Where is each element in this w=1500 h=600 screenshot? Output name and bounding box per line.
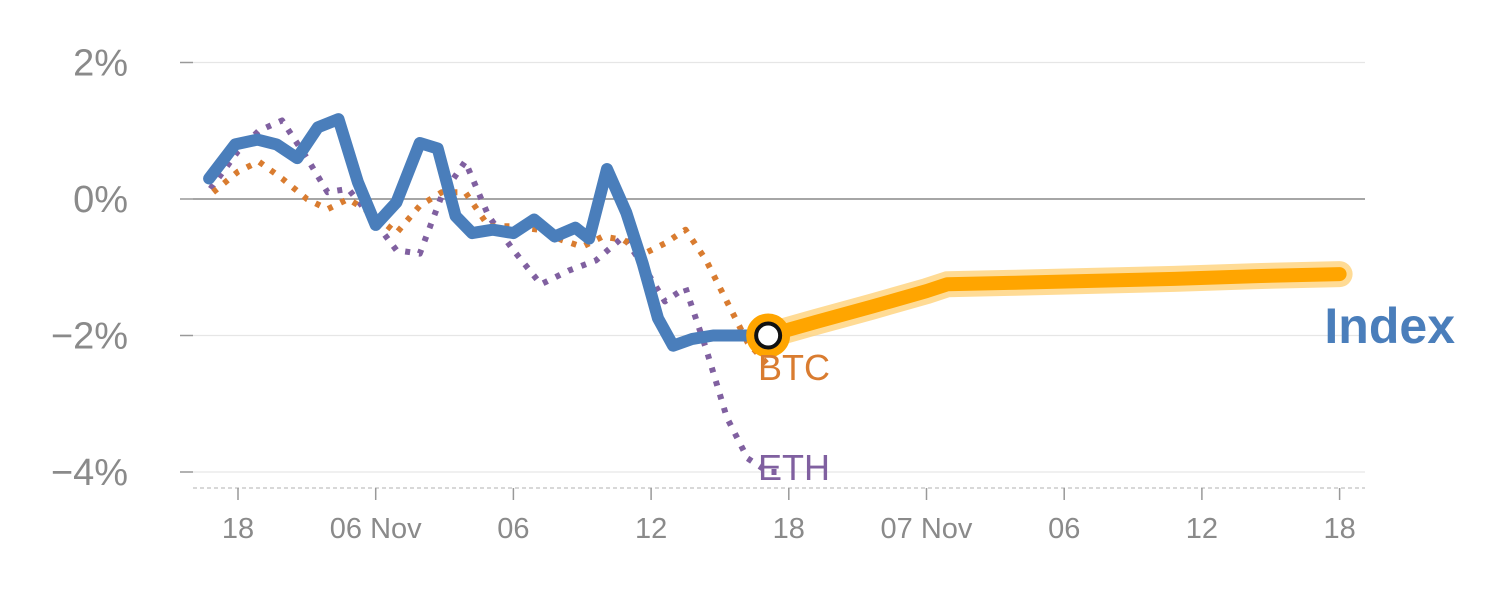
x-tick-label: 06 Nov [330,513,422,545]
series-lines [203,113,1353,475]
eth-line [208,117,782,475]
series-labels: BTC ETH Index [758,298,1455,488]
x-tick-label: 06 [497,513,529,545]
x-tick-label: 18 [1323,513,1355,545]
y-tick-label: 2% [73,43,128,85]
label-btc: BTC [758,347,830,388]
label-eth: ETH [758,447,830,488]
forecast-line [761,267,1347,343]
x-tick-label: 06 [1048,513,1080,545]
forecast-marker [746,313,791,358]
axes: 2% 0% −2% −4% 18 06 Nov 06 12 18 07 Nov 06 12 18 [51,43,1365,545]
marker-dot [754,321,783,350]
label-index: Index [1324,298,1455,354]
x-tick-label: 07 Nov [881,513,973,545]
y-tick-label: 0% [73,179,128,221]
index-line [203,113,770,352]
x-tick-label: 12 [635,513,667,545]
x-tick-label: 12 [1186,513,1218,545]
y-tick-label: −4% [51,452,128,494]
x-tick-label: 18 [773,513,805,545]
y-tick-label: −2% [51,316,128,358]
x-tick-label: 18 [222,513,254,545]
